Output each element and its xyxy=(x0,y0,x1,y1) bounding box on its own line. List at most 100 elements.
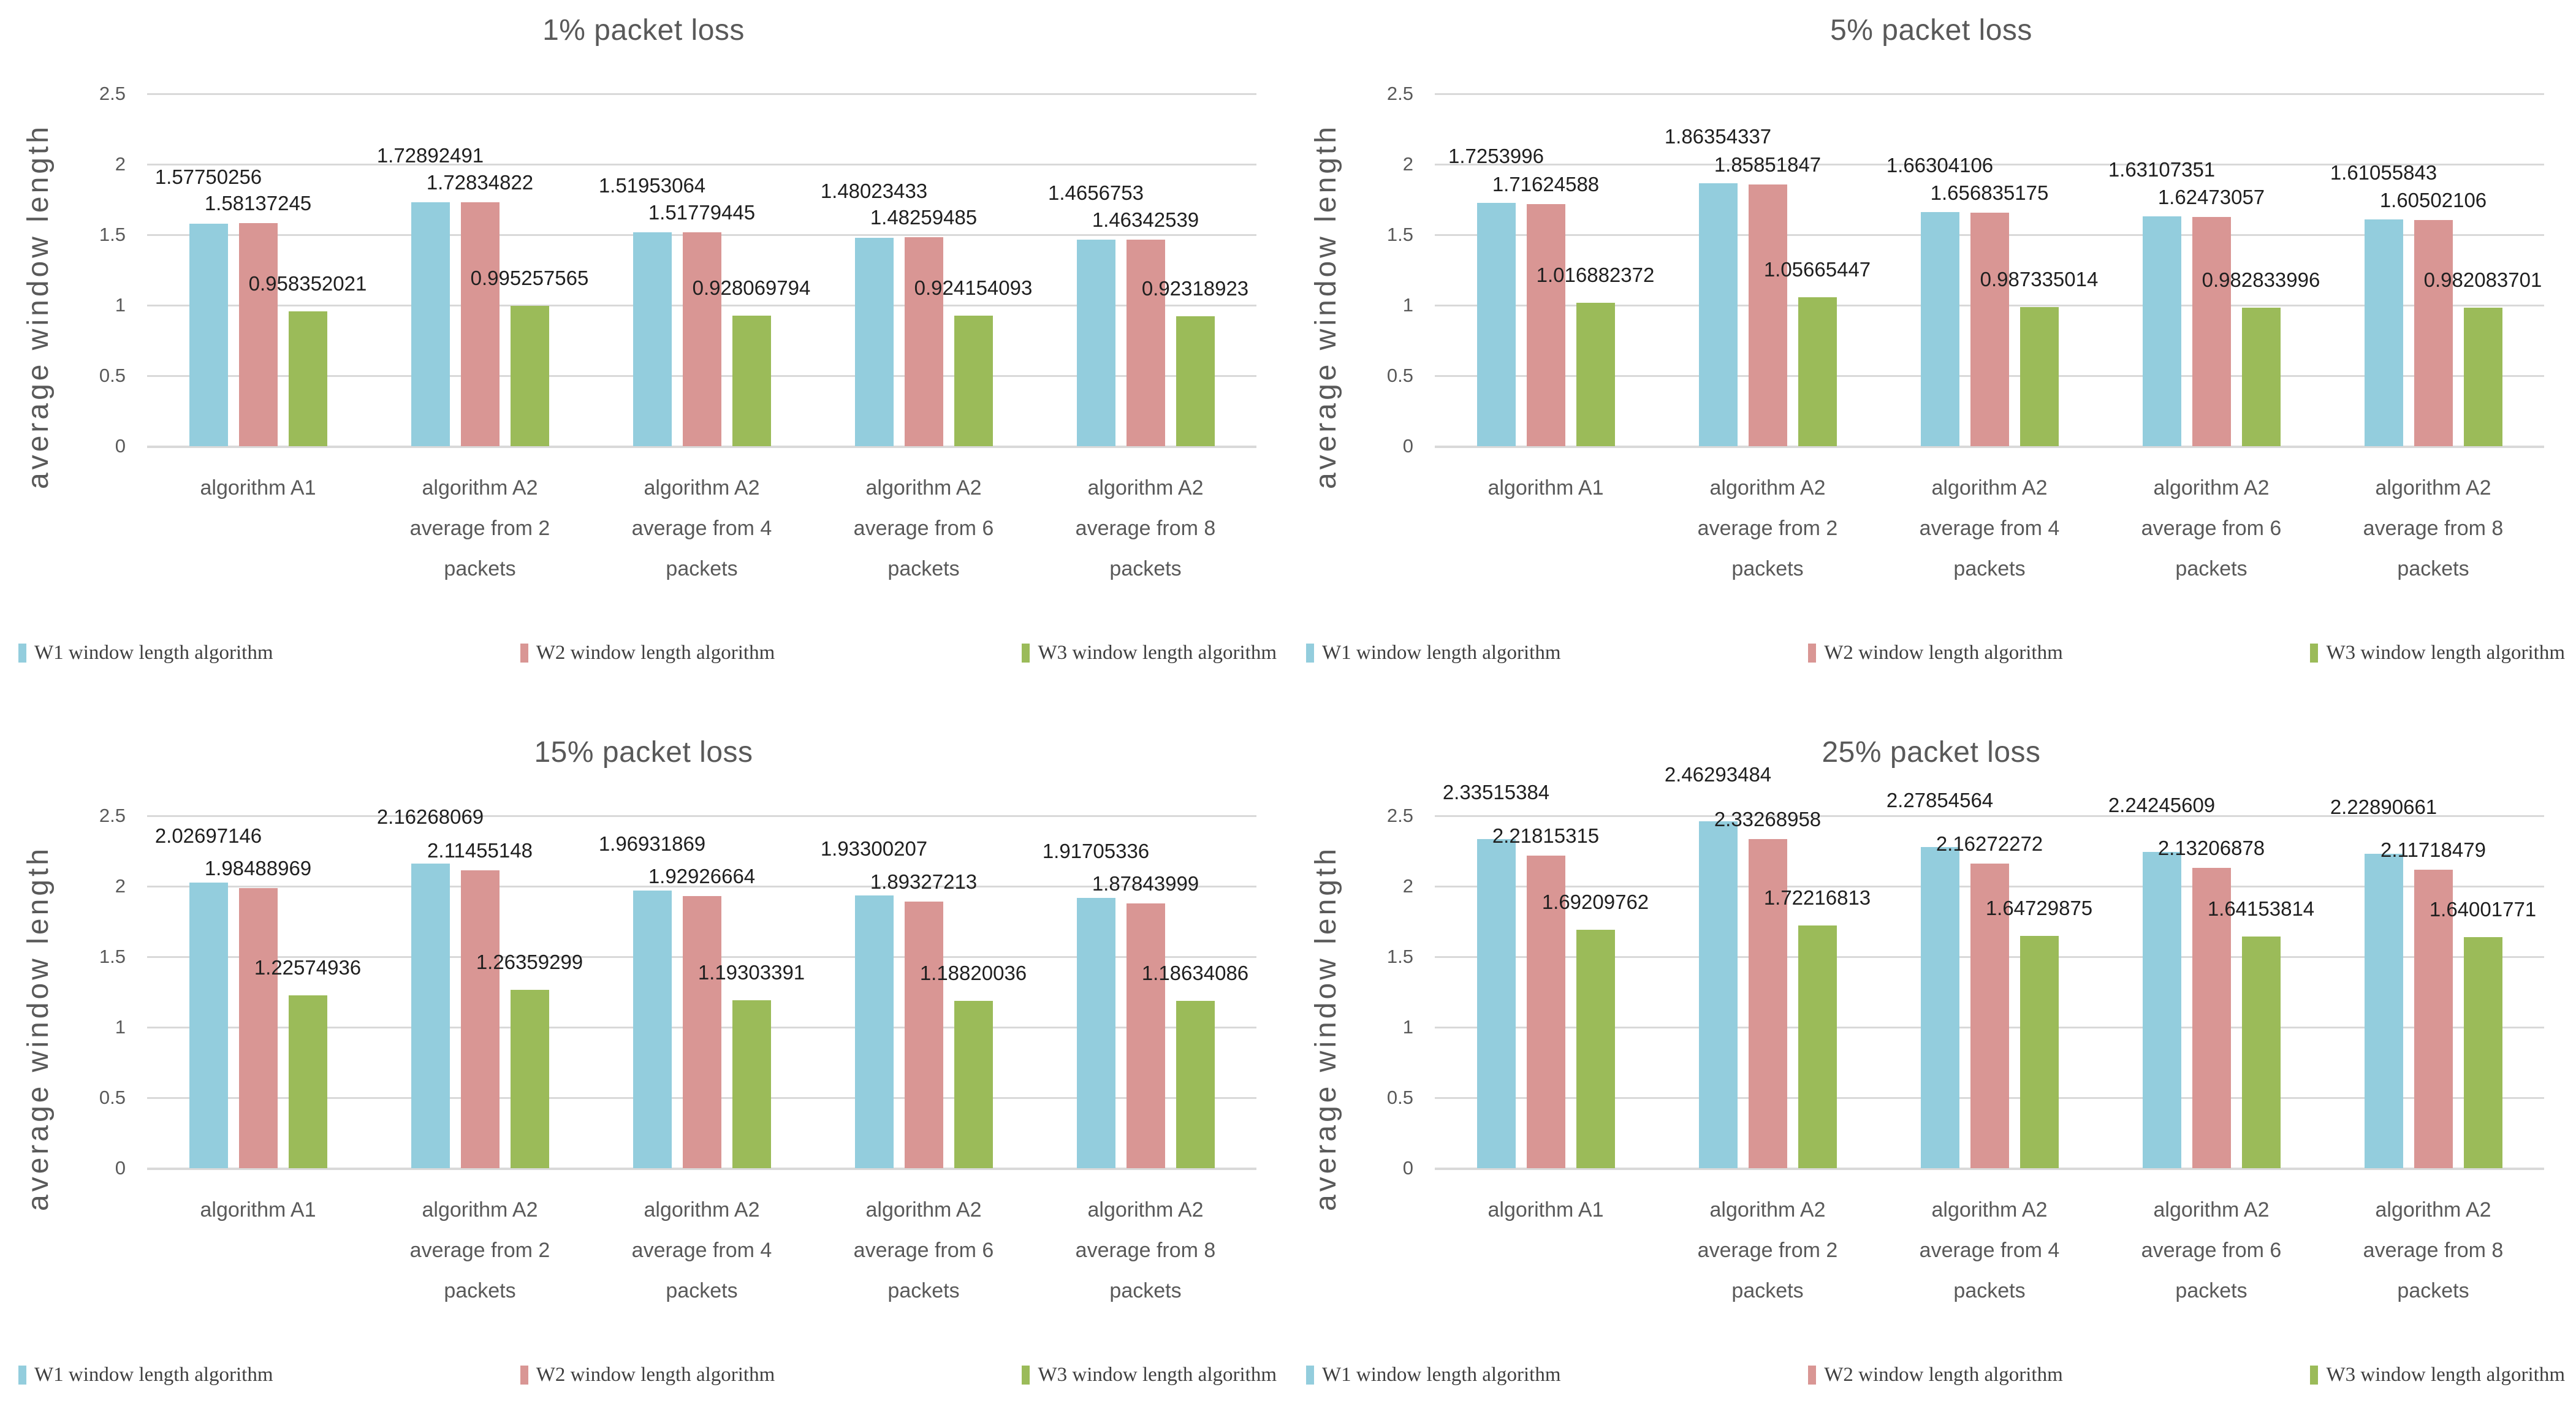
gridline xyxy=(1435,815,2544,817)
data-label-w1: 1.61055843 xyxy=(2330,161,2437,184)
legend-item-w3: W3 window length algorithm xyxy=(2310,642,2565,664)
plot-area: 2.33515384 2.46293484 2.27854564 2.24245609… xyxy=(1435,763,2544,1170)
data-label-w2: 2.16272272 xyxy=(1936,832,2043,855)
data-label-w3: 0.982083701 xyxy=(2423,268,2542,292)
legend-item-w3: W3 window length algorithm xyxy=(2310,1364,2565,1386)
y-tick-label: 2 xyxy=(115,153,126,175)
y-tick-label: 1.5 xyxy=(1386,224,1413,245)
category-label: algorithm A2 average from 2 packets xyxy=(1697,476,1838,580)
data-label-w1: 2.02697146 xyxy=(154,824,262,847)
data-label-w3: 1.016882372 xyxy=(1536,264,1655,287)
category-label: algorithm A2 average from 4 packets xyxy=(631,476,772,580)
gridline xyxy=(147,93,1256,95)
bar-w3 xyxy=(2019,936,2059,1168)
legend-label: W1 window length algorithm xyxy=(1322,1363,1561,1386)
bar-w3 xyxy=(2241,307,2281,446)
legend-swatch-icon xyxy=(2310,1365,2319,1385)
category-label: algorithm A2 average from 6 packets xyxy=(2141,476,2282,580)
bar-w2 xyxy=(904,901,943,1168)
legend: W1 window length algorithm W2 window leng… xyxy=(18,639,1277,666)
data-label-w2: 1.72834822 xyxy=(426,171,534,194)
legend-swatch-icon xyxy=(520,1365,528,1385)
data-label-w1: 1.72892491 xyxy=(376,144,484,167)
legend-swatch-icon xyxy=(18,643,26,663)
data-label-w1: 1.96931869 xyxy=(598,832,706,856)
bar-w3 xyxy=(732,1000,771,1168)
legend-label: W3 window length algorithm xyxy=(1038,641,1277,664)
data-label-w2: 1.58137245 xyxy=(204,192,312,215)
bar-w1 xyxy=(1476,203,1516,446)
data-label-w2: 1.656835175 xyxy=(1930,181,2049,204)
data-label-w3: 1.64729875 xyxy=(1985,897,2093,920)
y-tick-label: 0.5 xyxy=(1386,1087,1413,1108)
category-label: algorithm A1 xyxy=(1487,1198,1604,1222)
bar-w3 xyxy=(954,316,993,446)
legend-swatch-icon xyxy=(1808,643,1817,663)
category-label: algorithm A2 average from 6 packets xyxy=(853,1198,994,1302)
y-tick-label: 1 xyxy=(1402,1016,1413,1038)
x-axis-line xyxy=(1435,1168,2544,1170)
bar-w1 xyxy=(2142,216,2181,446)
legend-swatch-icon xyxy=(1808,1365,1817,1385)
bar-w1 xyxy=(2364,219,2403,446)
gridline xyxy=(147,164,1256,165)
bar-w2 xyxy=(2192,867,2231,1168)
data-label-w3: 1.19303391 xyxy=(697,960,805,984)
bar-w1 xyxy=(411,202,450,446)
y-tick-label: 0.5 xyxy=(1386,365,1413,386)
data-label-w1: 2.16268069 xyxy=(376,805,484,828)
legend-label: W1 window length algorithm xyxy=(34,1363,273,1386)
y-tick-label: 2.5 xyxy=(99,805,126,826)
legend: W1 window length algorithm W2 window leng… xyxy=(1306,639,2565,666)
bar-w1 xyxy=(1076,239,1115,446)
bar-w2 xyxy=(904,237,943,446)
bar-w2 xyxy=(2414,219,2453,446)
bar-w2 xyxy=(460,870,500,1168)
data-label-w1: 1.4656753 xyxy=(1048,181,1144,204)
bar-w2 xyxy=(2192,217,2231,446)
category-label: algorithm A2 average from 6 packets xyxy=(2141,1198,2282,1302)
category-label: algorithm A2 average from 4 packets xyxy=(1919,476,2060,580)
data-label-w3: 1.18634086 xyxy=(1141,962,1249,985)
data-label-w3: 0.924154093 xyxy=(914,276,1033,300)
bar-w2 xyxy=(238,888,278,1168)
category-label: algorithm A1 xyxy=(200,1198,316,1222)
data-label-w1: 2.27854564 xyxy=(1886,788,1994,811)
data-label-w3: 0.995257565 xyxy=(470,267,589,290)
bar-w2 xyxy=(460,202,500,446)
chart-cell-25pct-packet-loss: 25% packet loss average window length 2.… xyxy=(1288,704,2576,1407)
chart-cell-5pct-packet-loss: 5% packet loss average window length 2.5… xyxy=(1288,0,2576,704)
category-label: algorithm A2 average from 2 packets xyxy=(1697,1198,1838,1302)
bar-w3 xyxy=(510,306,549,446)
y-tick-label: 1.5 xyxy=(1386,946,1413,967)
bar-w2 xyxy=(1748,184,1787,446)
legend-item-w1: W1 window length algorithm xyxy=(1306,1364,1561,1386)
data-label-w3: 0.982833996 xyxy=(2202,268,2320,291)
y-tick-label: 2.5 xyxy=(99,83,126,104)
bar-w3 xyxy=(2463,937,2502,1168)
bar-w2 xyxy=(2414,870,2453,1168)
category-label: algorithm A1 xyxy=(1487,476,1604,500)
bar-w1 xyxy=(1920,211,1959,446)
bar-w3 xyxy=(1798,925,1837,1168)
bar-w3 xyxy=(1576,303,1615,446)
bar-w1 xyxy=(854,895,894,1168)
y-tick-label: 1 xyxy=(1402,294,1413,316)
chart-title: 5% packet loss xyxy=(1830,14,2032,47)
bar-w3 xyxy=(732,315,771,446)
bar-w2 xyxy=(1970,212,2009,446)
data-label-w2: 2.11455148 xyxy=(427,838,533,862)
data-label-w2: 1.46342539 xyxy=(1092,208,1199,232)
category-label: algorithm A2 average from 6 packets xyxy=(853,476,994,580)
legend-swatch-icon xyxy=(1306,643,1314,663)
legend-label: W2 window length algorithm xyxy=(1824,1363,2063,1386)
data-label-w1: 2.22890661 xyxy=(2330,796,2437,819)
data-label-w1: 1.57750256 xyxy=(154,165,262,189)
data-label-w1: 1.66304106 xyxy=(1886,153,1994,177)
data-label-w3: 1.18820036 xyxy=(919,961,1027,984)
chart-title: 1% packet loss xyxy=(542,14,745,47)
bar-w1 xyxy=(2142,852,2181,1168)
bar-w2 xyxy=(682,896,721,1168)
x-axis-line xyxy=(147,446,1256,448)
y-tick-label: 0 xyxy=(115,1157,126,1179)
